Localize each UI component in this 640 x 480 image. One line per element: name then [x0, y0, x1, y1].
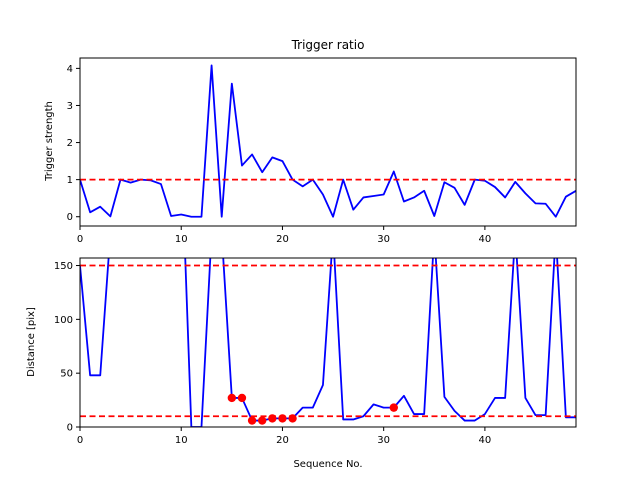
top-chart: 0 10 20 30 40 0 1 2 3 4 Trigger ratio Trigger stren… — [44, 38, 577, 245]
top-chart-ylabel: Trigger strength — [44, 101, 55, 182]
bottom-chart-xtick-label: 40 — [479, 435, 492, 446]
bottom-chart-marker — [258, 416, 267, 425]
top-chart-xtick-label: 10 — [175, 234, 188, 245]
top-chart-ytick-label: 4 — [67, 64, 73, 75]
top-chart-xtick-label: 40 — [479, 234, 492, 245]
top-chart-ytick-label: 0 — [67, 212, 73, 223]
bottom-chart: 0 10 20 30 40 0 50 100 150 Sequence No. Distance [… — [26, 257, 577, 470]
bottom-chart-marker — [389, 403, 398, 412]
bottom-chart-marker — [288, 414, 297, 423]
bottom-chart-xtick-label: 30 — [377, 435, 390, 446]
bottom-chart-xtick-label: 10 — [175, 435, 188, 446]
bottom-chart-xtick-label: 20 — [276, 435, 289, 446]
bottom-chart-xtick-label: 0 — [77, 435, 83, 446]
bottom-chart-ytick-label: 0 — [67, 423, 73, 434]
bottom-chart-ytick-label: 100 — [54, 315, 73, 326]
bottom-chart-ylabel: Distance [pix] — [26, 307, 37, 377]
bottom-chart-ytick-label: 150 — [54, 261, 73, 272]
bottom-chart-ytick-label: 50 — [60, 369, 73, 380]
bottom-chart-marker — [227, 393, 237, 403]
top-chart-ytick-label: 2 — [67, 138, 73, 149]
top-chart-series-line — [80, 64, 576, 218]
top-chart-xtick-label: 0 — [77, 234, 83, 245]
bottom-chart-marker — [268, 414, 277, 423]
top-chart-title: Trigger ratio — [291, 38, 365, 52]
bottom-chart-marker — [237, 393, 247, 403]
bottom-chart-marker — [278, 414, 287, 423]
bottom-chart-xlabel: Sequence No. — [293, 459, 362, 470]
top-chart-plot-area — [80, 64, 576, 218]
bottom-chart-frame — [79, 257, 577, 428]
top-chart-ytick-label: 3 — [67, 101, 73, 112]
bottom-chart-plot-area — [80, 258, 576, 427]
bottom-chart-series-line — [80, 258, 576, 427]
top-chart-xtick-label: 20 — [276, 234, 289, 245]
bottom-chart-marker — [247, 416, 257, 425]
top-chart-ytick-label: 1 — [67, 175, 73, 186]
top-chart-xtick-label: 30 — [377, 234, 390, 245]
top-chart-frame — [79, 57, 577, 227]
